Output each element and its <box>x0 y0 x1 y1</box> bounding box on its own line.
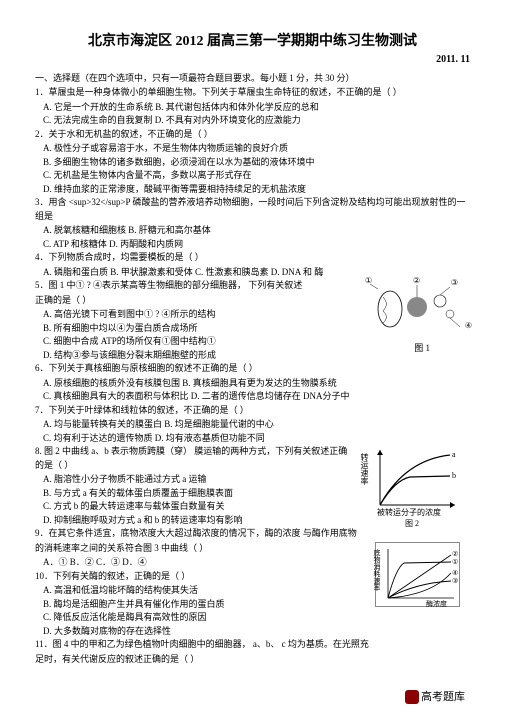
q10-opt-d: D. 大多数酶对底物的存在选择性 <box>35 625 335 639</box>
question-6: 6．下列关于真核细胞与原核细胞的叙述不正确的是（ ） <box>35 362 470 376</box>
q10-opt-b: B. 酶均是活细胞产生并具有催化作用的蛋白质 <box>35 598 335 612</box>
question-8: 8. 图 2 中曲线 a、b 表示物质跨膜（穿） 膜运输的两种方式，下列有关叙述… <box>35 445 355 472</box>
question-3: 3．用含 <sup>32</sup>P 磷酸盐的营养液培养动物细胞，一段时间后下… <box>35 196 470 223</box>
svg-text:④: ④ <box>452 569 458 577</box>
q5-opt-b: B. 所有细胞中均以④为蛋白质合成场所 <box>35 322 335 336</box>
fig2-ylabel: 转运速率 <box>359 453 370 485</box>
question-2: 2．关于水和无机盐的叙述，不正确的是（ ） <box>35 128 470 142</box>
logo: 高考题库 <box>405 688 465 704</box>
q1-opts-cd: C. 无法完成生命的自我复制 D. 不具有对内外环境变化的应激能力 <box>35 114 470 128</box>
q7-opts-cd: C. 均有利于达达的遗传物质 D. 均有液态基质但功能不同 <box>35 432 470 446</box>
question-4: 4．下列物质合成时，均需要模板的是（ ） <box>35 251 470 265</box>
question-10: 10．下列有关酶的叙述，正确的是（ ） <box>35 570 355 584</box>
q1-opts-ab: A. 它是一个开放的生命系统 B. 其代谢包括体内和体外化学反应的总和 <box>35 101 470 115</box>
question-1: 1．草履虫是一种身体微小的单细胞生物。下列关于草履虫生命特征的叙述，不正确的是（… <box>35 86 470 100</box>
date: 2011. 11 <box>35 54 470 65</box>
question-11: 11．图 4 中的甲和乙为绿色植物叶肉细胞中的细胞器， a、b、 c 均为基质。… <box>35 638 470 652</box>
fig2-caption: 图 2 <box>405 518 419 529</box>
svg-text:b: b <box>452 471 456 480</box>
figure-1: ① ② ③ ④ <box>365 279 470 339</box>
figure-1-caption: 图 1 <box>414 341 430 354</box>
q10-opt-c: C. 降低反应活化能是酶具有高效性的原因 <box>35 611 335 625</box>
q6-opts-cd: C. 真核细胞具有大的表面积与体积比 D. 二者的遗传信息均储存在 DNA分子中 <box>35 390 470 404</box>
q8-opt-a: A. 脂溶性小分子物质不能通过方式 a 运输 <box>35 473 335 487</box>
q5-opt-c: C. 细胞中合成 ATP的场所仅有①图中结构① <box>35 335 335 349</box>
q2-opt-d: D. 维持血浆的正常渗度，酸碱平衡等需要相持持续足的无机盐浓度 <box>35 183 470 197</box>
q7-opts-ab: A. 均与能量转换有关的膜蛋白 B. 均是细胞能量代谢的中心 <box>35 418 470 432</box>
q2-opt-a: A. 极性分子或容易溶于水，不是生物体内物质运输的良好介质 <box>35 142 470 156</box>
q3-opts-ab: A. 脱氧核糖和细胞核 B. 肝糖元和高尔基体 <box>35 224 470 238</box>
question-11-end: 足时，有关代谢反应的叙述正确的是（ ） <box>35 653 470 667</box>
figure-2: a b 转运速率 被转运分子的浓度 图 2 <box>365 445 460 520</box>
figure-3: ① ② ③ ④ 底物消耗速率 酶浓度 <box>375 542 460 607</box>
q2-opt-b: B. 多细胞生物体的诸多数细胞，必须浸润在以水为基础的液体环境中 <box>35 156 470 170</box>
svg-text:②: ② <box>452 550 458 558</box>
fig1-label-1: ① <box>365 276 372 285</box>
section-heading: 一、选择题（在四个选项中，只有一项最符合题目要求。每小题 1 分，共 30 分） <box>35 71 470 84</box>
q5-opt-a: A. 高倍光镜下可看到图中① ? ④所示的结构 <box>35 308 335 322</box>
q3-opts-cd: C. ATP 和核糖体 D. 丙酮酸和内质网 <box>35 238 470 252</box>
q5-opt-d: D. 结构③参与该细胞分裂末期细胞壁的形成 <box>35 349 335 363</box>
q9-opts: A．① B．② C．③ D．④ <box>35 556 335 570</box>
fig3-ylabel: 底物消耗速率 <box>372 549 382 591</box>
logo-icon <box>405 690 419 704</box>
svg-text:③: ③ <box>452 577 458 585</box>
q4-opts: A. 磷脂和蛋白质 B. 甲状腺激素和受体 C. 性激素和胰岛素 D. DNA … <box>35 266 470 280</box>
question-9: 9．在其它条件适宜，底物浓度大大超过酶浓度的情况下，酶的浓度 与酶作用底物 <box>35 527 470 541</box>
q6-opts-ab: A. 原核细胞的核质外没有核膜包围 B. 真核细胞具有更为发达的生物膜系统 <box>35 377 470 391</box>
question-9-end: 的消耗速率之间的关系符合图 3 中曲线（ ） <box>35 542 355 556</box>
q10-opt-a: A. 高温和低温均能坏酶的结构使其失活 <box>35 584 335 598</box>
q8-opt-d: D. 抑制细胞呼吸对方式 a 和 b 的转运速率均有影响 <box>35 514 335 528</box>
fig1-label-4: ④ <box>465 321 472 330</box>
fig1-label-2: ② <box>413 276 420 285</box>
svg-text:a: a <box>452 450 456 459</box>
fig1-label-3: ③ <box>451 278 458 287</box>
q8-opt-b: B. 与方式 a 有关的载体蛋白质覆盖于细胞膜表面 <box>35 487 335 501</box>
fig3-xlabel: 酶浓度 <box>426 599 447 609</box>
svg-text:①: ① <box>452 558 458 566</box>
q8-opt-c: C. 方式 b 的最大转运速率与载体蛋白数量有关 <box>35 500 335 514</box>
fig2-xlabel: 被转运分子的浓度 <box>377 507 441 518</box>
q2-opt-c: C. 无机盐是生物体内含量不高，多数以离子形式存在 <box>35 169 470 183</box>
logo-text: 高考题库 <box>421 691 465 703</box>
question-7: 7．下列关于叶绿体和线粒体的叙述，不正确的是（ ） <box>35 404 470 418</box>
page-title: 北京市海淀区 2012 届高三第一学期期中练习生物测试 <box>35 30 470 50</box>
